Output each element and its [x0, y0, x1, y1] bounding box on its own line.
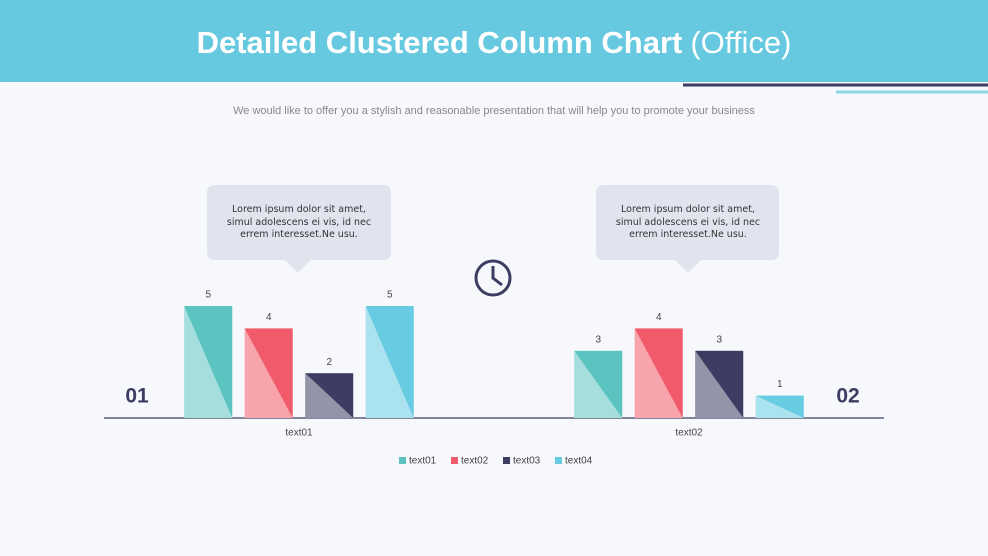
group-label: 01	[125, 385, 149, 408]
value-label: 3	[595, 334, 601, 345]
title-main: Detailed Clustered Column Chart	[197, 25, 683, 60]
legend-label: text03	[513, 456, 541, 467]
bar	[184, 306, 233, 418]
legend-label: text02	[461, 456, 489, 467]
legend-swatch	[451, 457, 458, 464]
bar-shade	[305, 373, 354, 418]
value-label: 5	[387, 290, 393, 301]
legend-label: text04	[565, 456, 593, 467]
bar-shade	[244, 328, 293, 418]
title-suffix: (Office)	[690, 25, 791, 60]
callout-text: Lorem ipsum dolor sit amet, simul adoles…	[226, 204, 372, 240]
legend-swatch	[555, 457, 562, 464]
callout-text: Lorem ipsum dolor sit amet, simul adoles…	[615, 204, 761, 240]
value-label: 4	[266, 312, 272, 323]
bar-shade	[695, 350, 744, 418]
bar	[305, 373, 354, 418]
value-label: 4	[656, 312, 662, 323]
bar	[695, 350, 744, 418]
callout	[207, 185, 391, 273]
x-tick-label: text01	[285, 428, 313, 439]
bar-shade	[634, 328, 683, 418]
bar	[244, 328, 293, 418]
subtitle: We would like to offer you a stylish and…	[233, 105, 755, 117]
group-label: 02	[836, 385, 859, 408]
value-label: 2	[326, 357, 332, 368]
legend-swatch	[399, 457, 406, 464]
value-label: 1	[777, 379, 783, 390]
callout	[596, 185, 779, 273]
bar-shade	[755, 395, 804, 418]
bar-shade	[365, 306, 414, 418]
chart-title: Detailed Clustered Column Chart (Office)	[197, 25, 792, 60]
x-tick-label: text02	[675, 428, 703, 439]
bar-shade	[184, 306, 233, 418]
legend-swatch	[503, 457, 510, 464]
value-label: 5	[205, 290, 211, 301]
bar	[634, 328, 683, 418]
value-label: 3	[716, 334, 722, 345]
clock-icon	[474, 259, 512, 297]
bar	[574, 350, 623, 418]
header-band	[0, 0, 988, 82]
bar	[365, 306, 414, 418]
bar	[755, 395, 804, 418]
legend-label: text01	[409, 456, 437, 467]
bar-shade	[574, 350, 623, 418]
